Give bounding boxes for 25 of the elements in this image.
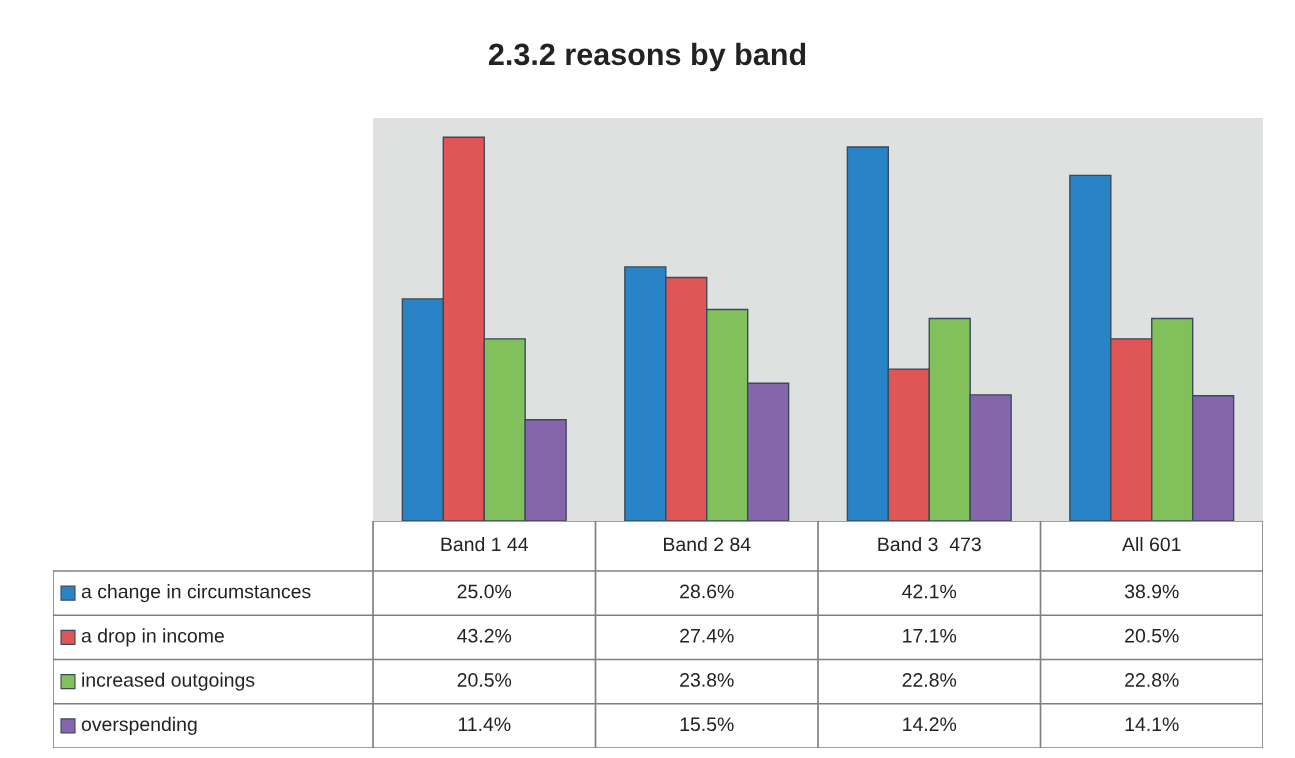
legend-label: overspending xyxy=(81,716,197,735)
data-label: 27.4% xyxy=(680,628,734,643)
data-label: 22.8% xyxy=(902,673,957,687)
data-label: 25.0% xyxy=(457,584,512,599)
legend-label: increased outgoings xyxy=(82,672,255,691)
data-label: 20.5% xyxy=(1125,628,1179,643)
data-label: 17.1% xyxy=(903,628,957,643)
data-label: 15.5% xyxy=(680,717,734,732)
data-label: 43.2% xyxy=(457,628,512,643)
legend-label: a change in circumstances xyxy=(81,584,311,603)
data-label: 20.5% xyxy=(457,673,512,687)
x-tick-label: Band 2 84 xyxy=(664,536,751,552)
data-label: 22.8% xyxy=(1125,673,1179,687)
chart-title: 2.3.2 reasons by band xyxy=(488,42,806,72)
data-label: 42.1% xyxy=(902,584,957,599)
data-label: 14.2% xyxy=(903,717,957,732)
data-label: 11.4% xyxy=(458,717,511,732)
data-label: 28.6% xyxy=(680,584,734,599)
x-tick-label: Band 3 473 xyxy=(878,536,981,552)
x-tick-label: Band 1 44 xyxy=(441,536,529,552)
data-label: 14.1% xyxy=(1125,717,1179,732)
x-tick-label: All 601 xyxy=(1122,536,1181,552)
legend-label: a drop in income xyxy=(81,628,224,647)
data-label: 38.9% xyxy=(1124,584,1179,599)
data-label: 23.8% xyxy=(680,673,734,687)
